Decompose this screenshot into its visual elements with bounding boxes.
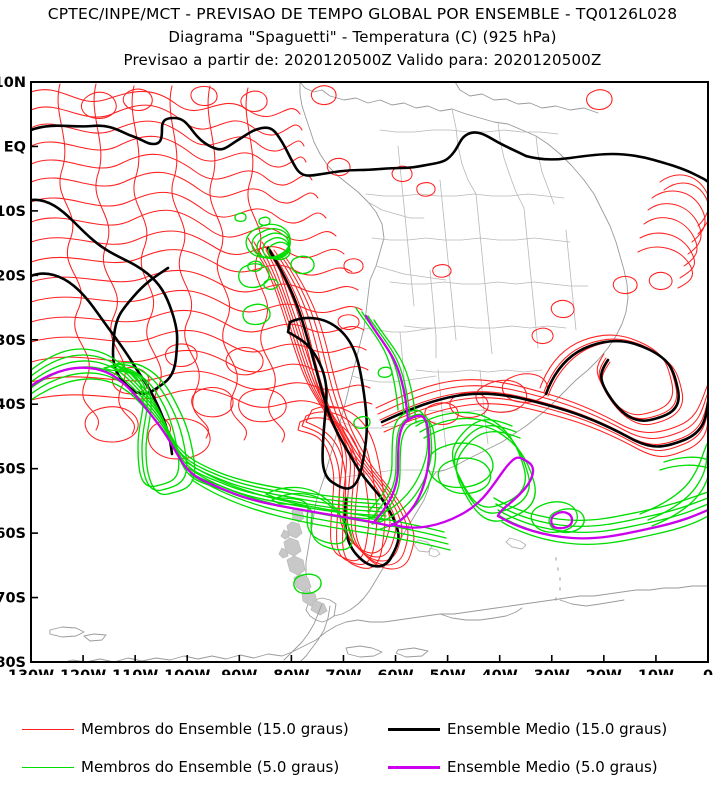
title-block: CPTEC/INPE/MCT - PREVISAO DE TEMPO GLOBA…	[0, 0, 725, 70]
legend-swatch-members-5	[22, 766, 74, 768]
x-tick-label: 40W	[482, 668, 518, 675]
x-axis-tick-labels: 130W 120W 110W 100W 90W 80W 70W 60W 50W 40W 30W 20W…	[8, 668, 713, 675]
y-axis-ticks	[31, 81, 38, 663]
legend-swatch-mean-5	[388, 765, 440, 769]
x-axis-ticks	[30, 655, 709, 662]
legend: Membros do Ensemble (15.0 graus) Ensembl…	[0, 716, 725, 792]
y-tick-label: 50S	[0, 462, 26, 478]
x-tick-label: 30W	[534, 668, 570, 675]
x-tick-label: 0	[703, 668, 713, 675]
legend-label-members-15: Membros do Ensemble (15.0 graus)	[81, 720, 349, 738]
legend-swatch-members-15	[22, 728, 74, 730]
legend-item-mean-15[interactable]: Ensemble Medio (15.0 graus)	[388, 720, 667, 738]
legend-label-mean-5: Ensemble Medio (5.0 graus)	[447, 758, 658, 776]
title-line-times: Previsao a partir de: 2020120500Z Valido…	[123, 51, 602, 69]
x-tick-label: 90W	[221, 668, 257, 675]
y-tick-label: 10N	[0, 75, 26, 91]
x-tick-label: 60W	[377, 668, 413, 675]
y-tick-label: 70S	[0, 591, 26, 607]
map-chart-svg: 130W 120W 110W 100W 90W 80W 70W 60W 50W 40W 30W 20W…	[0, 75, 713, 675]
x-tick-label: 120W	[60, 668, 106, 675]
y-tick-label: 60S	[0, 526, 26, 542]
ensemble-members-5C	[31, 212, 708, 595]
x-tick-label: 80W	[273, 668, 309, 675]
legend-row-15C: Membros do Ensemble (15.0 graus) Ensembl…	[0, 716, 725, 752]
y-tick-label: EQ	[4, 139, 26, 155]
legend-label-members-5: Membros do Ensemble (5.0 graus)	[81, 758, 340, 776]
title-line-diagram: Diagrama "Spaguetti" - Temperatura (C) (…	[168, 28, 557, 46]
plot-area: 130W 120W 110W 100W 90W 80W 70W 60W 50W 40W 30W 20W…	[0, 70, 725, 675]
y-tick-label: 40S	[0, 397, 26, 413]
ensemble-mean-15C	[31, 116, 708, 568]
x-tick-label: 50W	[430, 668, 466, 675]
x-tick-label: 20W	[586, 668, 622, 675]
legend-item-mean-5[interactable]: Ensemble Medio (5.0 graus)	[388, 758, 658, 776]
y-tick-label: 20S	[0, 268, 26, 284]
legend-label-mean-15: Ensemble Medio (15.0 graus)	[447, 720, 668, 738]
x-tick-label: 70W	[325, 668, 361, 675]
legend-item-members-15[interactable]: Membros do Ensemble (15.0 graus)	[22, 720, 349, 738]
x-tick-label: 110W	[112, 668, 158, 675]
ensemble-mean-5C	[31, 314, 708, 540]
y-axis-tick-labels: 10N EQ 10S 20S 30S 40S 50S 60S 70S 80S	[0, 75, 26, 671]
x-tick-label: 130W	[8, 668, 54, 675]
y-tick-label: 80S	[0, 655, 26, 671]
x-tick-label: 10W	[638, 668, 674, 675]
legend-item-members-5[interactable]: Membros do Ensemble (5.0 graus)	[22, 758, 339, 776]
plot-frame	[30, 81, 709, 663]
legend-row-5C: Membros do Ensemble (5.0 graus) Ensemble…	[0, 752, 725, 788]
legend-swatch-mean-15	[388, 727, 440, 731]
title-line-product: CPTEC/INPE/MCT - PREVISAO DE TEMPO GLOBA…	[47, 5, 678, 23]
x-tick-label: 100W	[164, 668, 210, 675]
y-tick-label: 30S	[0, 333, 26, 349]
y-tick-label: 10S	[0, 204, 26, 220]
